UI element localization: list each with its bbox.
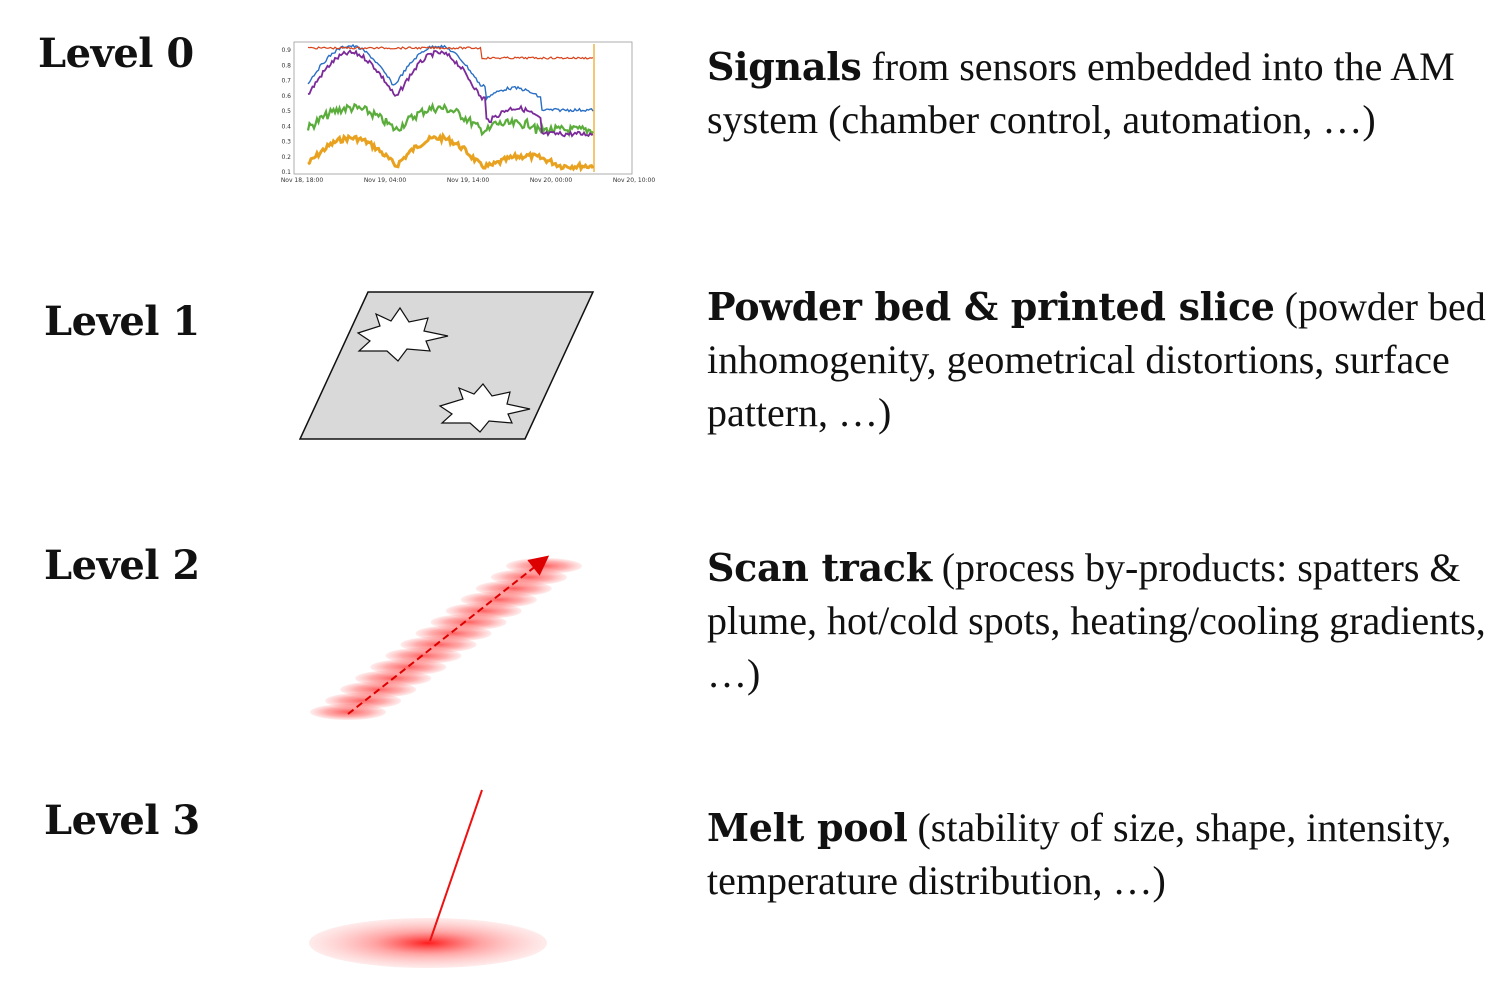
powder-bed-slice (296, 288, 598, 444)
melt-pool (304, 786, 554, 972)
signal-plot-x-ticks: Nov 18, 18:00 Nov 19, 04:00 Nov 19, 14:00 N… (281, 177, 656, 184)
level-1-description: Powder bed & printed slice (powder bed i… (707, 280, 1487, 439)
level-1-title: Powder bed & printed slice (707, 284, 1275, 329)
signal-plot-x-tick: Nov 19, 14:00 (447, 177, 490, 184)
powder-bed (298, 291, 595, 440)
signal-plot-y-tick: 0.6 (281, 93, 291, 100)
laser-beam (429, 789, 483, 942)
level-3-label: Level 3 (44, 797, 200, 844)
scan-direction-arrow (347, 555, 550, 715)
signal-plot-y-tick: 0.8 (281, 62, 291, 69)
melt-pool-spot (309, 918, 547, 968)
signal-plot-y-tick: 0.3 (281, 139, 291, 146)
level-0-description: Signals from sensors embedded into the A… (707, 40, 1487, 146)
signal-plot-x-tick: Nov 20, 10:00 (613, 177, 656, 184)
level-2-title: Scan track (707, 545, 932, 590)
signal-plot-x-tick: Nov 19, 04:00 (364, 177, 407, 184)
signal-plot-svg: 0.9 0.8 0.7 0.6 0.5 0.4 0.3 0.2 0.1 Nov 18, 18:0… (281, 41, 656, 184)
printed-part-1 (356, 306, 449, 362)
level-2-description: Scan track (process by-products: spatter… (707, 541, 1487, 700)
level-3-description: Melt pool (stability of size, shape, int… (707, 801, 1487, 907)
signal-plot-x-tick: Nov 20, 00:00 (530, 177, 573, 184)
signal-plot-y-tick: 0.1 (281, 169, 291, 176)
signal-trace (307, 46, 594, 60)
level-1-details: (powder bed inhomogenity, geometrical di… (707, 284, 1486, 435)
level-3-title: Melt pool (707, 805, 908, 850)
signal-trace (307, 49, 594, 138)
signal-plot-y-tick: 0.7 (281, 78, 291, 85)
signal-trace (307, 43, 594, 113)
signal-plot-y-tick: 0.4 (281, 123, 291, 130)
level-3-details: (stability of size, shape, intensity, te… (707, 805, 1452, 903)
signal-plot-x-tick: Nov 18, 18:00 (281, 177, 324, 184)
sensor-signal-plot: 0.9 0.8 0.7 0.6 0.5 0.4 0.3 0.2 0.1 Nov 18, 18:0… (276, 38, 656, 188)
level-0-details: from sensors embedded into the AM system… (707, 44, 1455, 142)
signal-plot-y-tick: 0.2 (281, 154, 291, 161)
signal-plot-y-ticks: 0.9 0.8 0.7 0.6 0.5 0.4 0.3 0.2 0.1 (281, 47, 291, 176)
signal-plot-y-tick: 0.9 (281, 47, 291, 54)
signal-plot-y-tick: 0.5 (281, 108, 291, 115)
signal-trace (307, 131, 595, 173)
scan-track-spots (310, 558, 582, 720)
signal-trace (306, 101, 594, 138)
scan-track (310, 548, 590, 728)
signal-plot-series (306, 43, 595, 173)
level-2-label: Level 2 (44, 542, 200, 589)
level-0-title: Signals (707, 44, 862, 89)
level-2-details: (process by-products: spatters & plume, … (707, 545, 1486, 696)
scan-track-spot (506, 558, 582, 574)
level-0-label: Level 0 (38, 30, 194, 77)
level-1-label: Level 1 (44, 298, 200, 345)
printed-part-2 (438, 383, 531, 433)
